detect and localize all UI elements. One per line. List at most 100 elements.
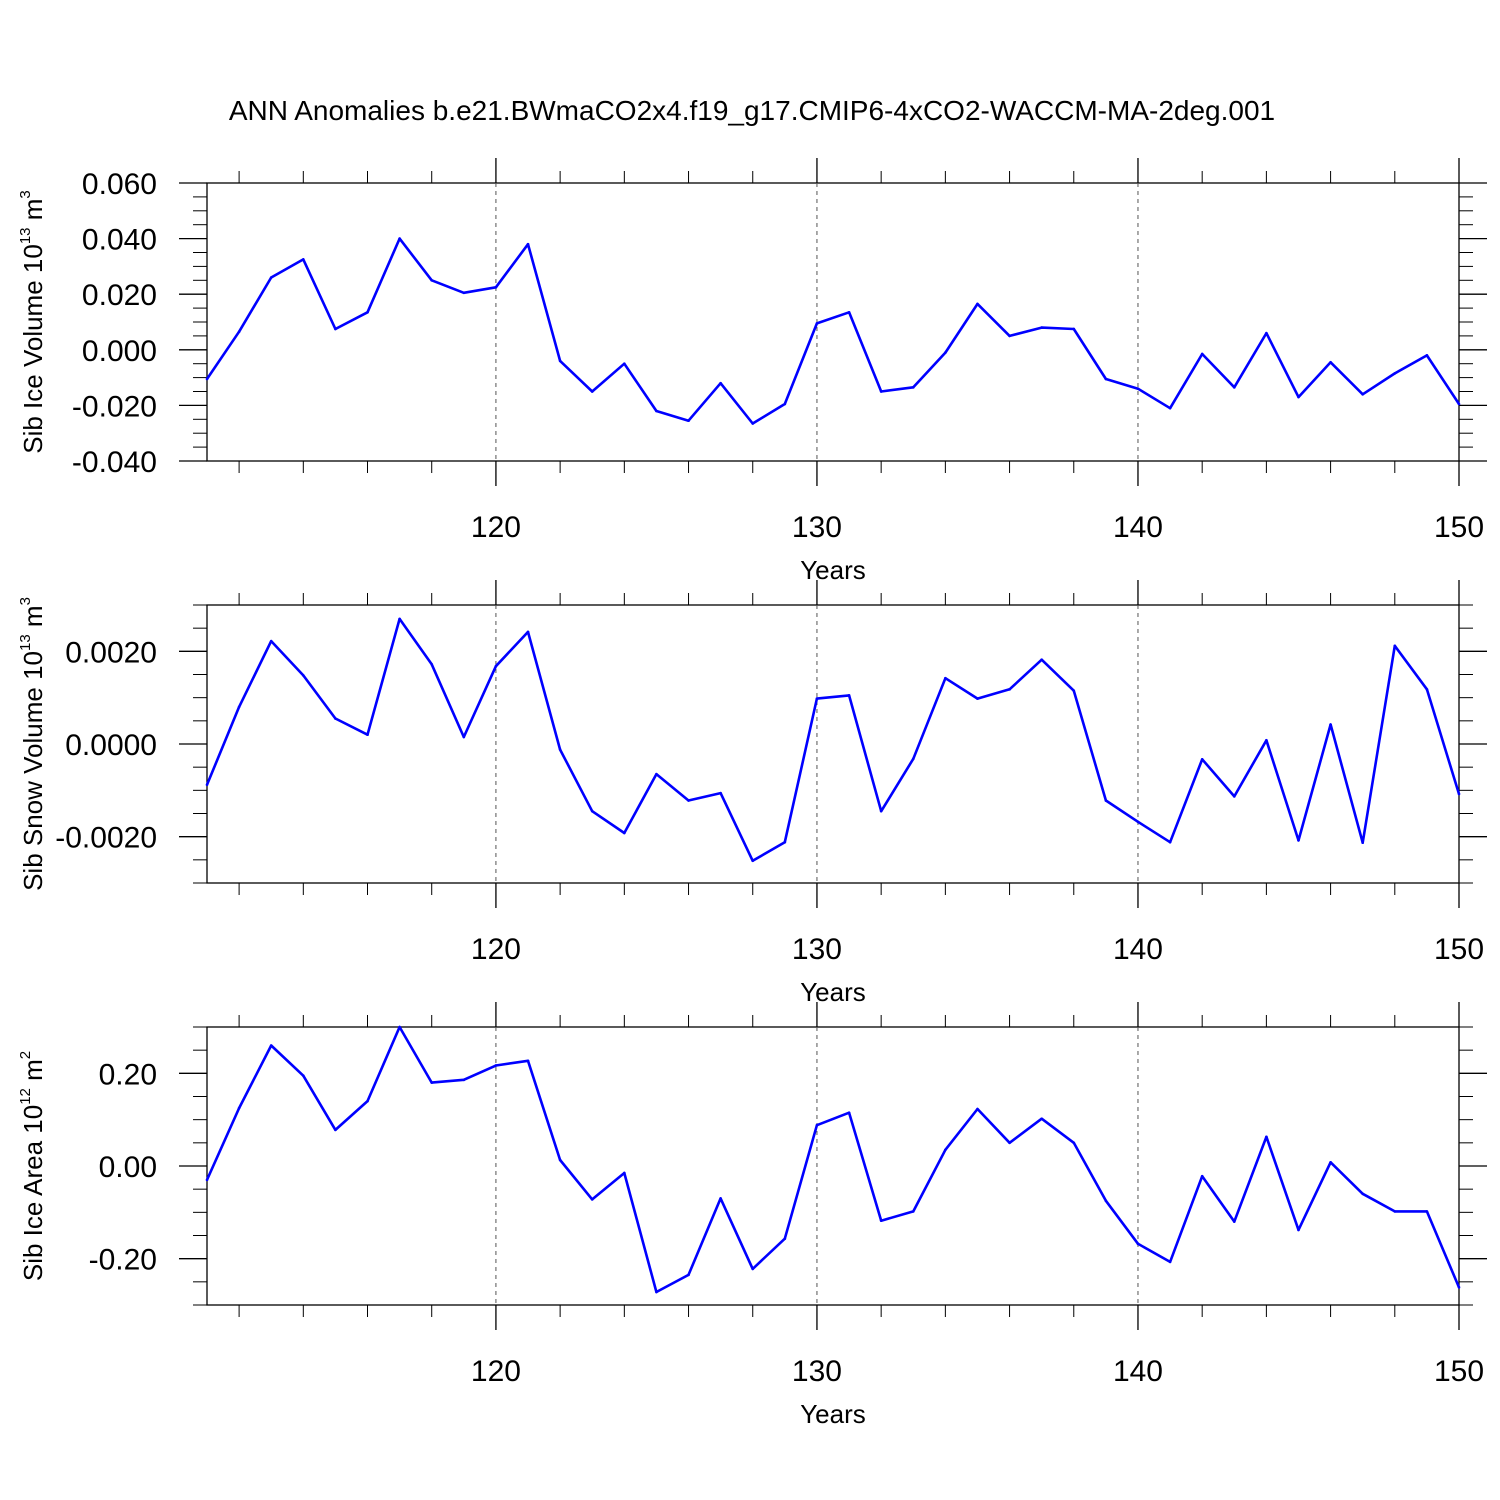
data-point (623, 1171, 626, 1175)
data-point (205, 377, 209, 381)
panel-3: 120 130 140 150 -0.20 0.00 0.20 Years Sib Ice Ar… (17, 1002, 1487, 1429)
plot-frame (206, 182, 1460, 462)
data-point (879, 1219, 883, 1222)
data-point (1393, 644, 1397, 648)
data-point (334, 327, 337, 331)
data-point (1168, 406, 1172, 410)
x-axis-label: Years (800, 555, 866, 585)
plot-frame (206, 604, 1460, 884)
y-tick-label: -0.0020 (55, 822, 157, 855)
data-point (430, 663, 434, 666)
data-point (302, 674, 305, 677)
y-tick-label: -0.20 (89, 1244, 157, 1277)
data-point (590, 809, 594, 813)
data-point (847, 694, 851, 697)
data-point (719, 791, 722, 795)
data-point (237, 330, 241, 334)
data-point (1136, 1242, 1140, 1246)
y-tick-label: 0.040 (82, 224, 157, 257)
data-point (719, 381, 722, 385)
data-point (1457, 792, 1461, 796)
data-point (1329, 361, 1332, 364)
data-point (1072, 689, 1076, 693)
data-point (1329, 1160, 1332, 1164)
data-point (944, 351, 947, 354)
data-point (269, 276, 273, 279)
data-point (1425, 1210, 1429, 1213)
data-point (944, 676, 947, 680)
data-point (494, 664, 498, 668)
data-point (494, 1064, 498, 1067)
x-tick-label: 140 (1113, 1355, 1163, 1388)
x-tick-label: 130 (792, 511, 842, 544)
data-point (269, 639, 273, 643)
data-point (976, 1107, 979, 1111)
y-tick-label: 0.00 (99, 1151, 157, 1184)
data-point (237, 705, 241, 709)
data-point (911, 386, 915, 389)
x-tick-label: 150 (1434, 1355, 1484, 1388)
data-point (655, 1290, 658, 1294)
data-point (1104, 799, 1108, 802)
data-point (1232, 386, 1236, 389)
x-tick-label: 130 (792, 933, 842, 966)
data-point (1200, 352, 1204, 356)
y-tick-label: 0.20 (99, 1058, 157, 1091)
data-point (719, 1197, 722, 1200)
data-point (462, 735, 466, 739)
data-point (526, 1059, 530, 1063)
figure-title: ANN Anomalies b.e21.BWmaCO2x4.f19_g17.CM… (229, 95, 1275, 126)
y-axis-label: Sib Snow Volume 1013 m3 (17, 597, 48, 891)
panel-1: 120 130 140 150 -0.040 -0.020 0.000 0.020 0.040 0… (17, 158, 1487, 585)
y-tick-label: 0.000 (82, 335, 157, 368)
data-point (1425, 354, 1429, 357)
data-point (751, 859, 755, 863)
x-tick-label: 120 (471, 933, 521, 966)
y-tick-label: 0.020 (82, 279, 157, 312)
data-point (1457, 1286, 1461, 1289)
data-point (1297, 395, 1300, 399)
data-point (1232, 795, 1236, 798)
data-point (366, 310, 369, 314)
data-point (623, 362, 626, 366)
data-point (430, 1081, 434, 1084)
x-tick-label: 150 (1434, 511, 1484, 544)
data-point (1393, 372, 1397, 375)
data-point (302, 1074, 305, 1077)
y-tick-label: 0.0020 (65, 636, 157, 669)
data-point (558, 1158, 562, 1162)
x-tick-label: 120 (471, 1355, 521, 1388)
data-point (526, 630, 530, 634)
data-point (1136, 387, 1140, 391)
data-point (462, 291, 466, 295)
series-line (205, 237, 1461, 425)
data-point (1200, 1174, 1204, 1178)
data-point (1040, 658, 1043, 661)
data-point (302, 258, 305, 261)
data-point (1361, 841, 1364, 844)
x-tick-label: 150 (1434, 933, 1484, 966)
data-point (1104, 1199, 1108, 1203)
data-point (398, 617, 401, 621)
data-point (558, 359, 562, 363)
data-point (911, 1210, 915, 1213)
data-point (366, 733, 369, 737)
x-tick-label: 130 (792, 1355, 842, 1388)
data-point (205, 1178, 209, 1182)
x-axis-label: Years (800, 977, 866, 1007)
data-point (783, 402, 787, 406)
data-point (1393, 1210, 1397, 1213)
series-line (205, 617, 1461, 863)
data-point (590, 1198, 594, 1201)
data-point (1265, 331, 1268, 335)
plot-frame (206, 1026, 1460, 1306)
data-point (430, 279, 434, 282)
data-point (334, 717, 337, 720)
data-point (815, 697, 819, 700)
series-line (205, 1025, 1461, 1294)
data-point (911, 757, 915, 761)
data-point (1425, 688, 1429, 691)
data-point (334, 1128, 337, 1132)
data-point (1297, 1228, 1300, 1232)
